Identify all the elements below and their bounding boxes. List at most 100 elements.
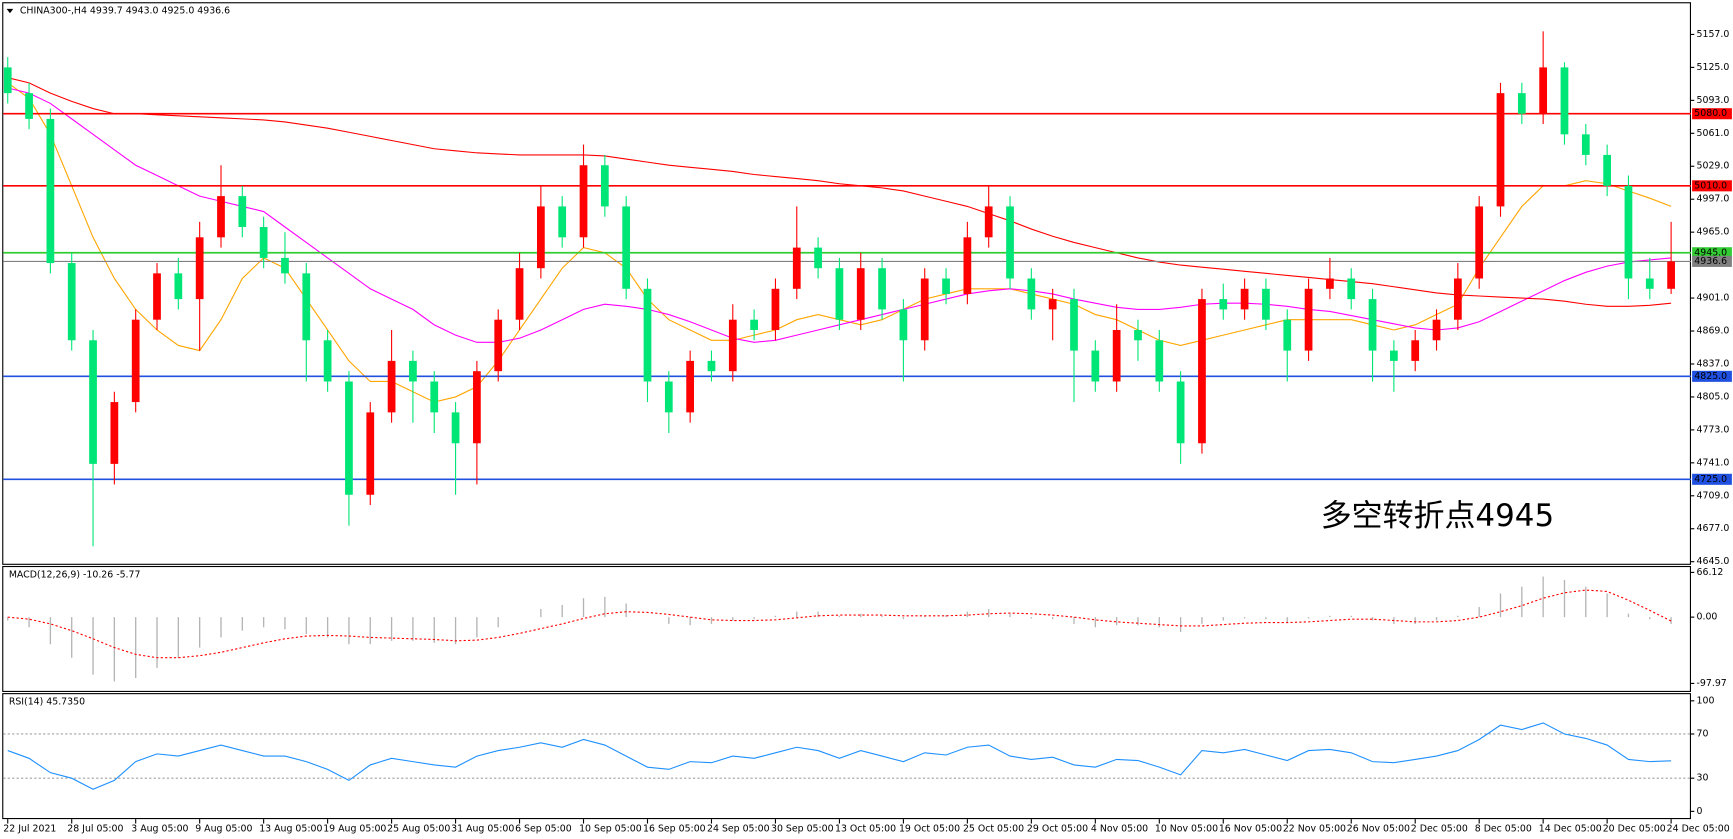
candle-body <box>1176 381 1185 444</box>
candle-body <box>323 340 332 382</box>
y-tick-label: 0 <box>1697 806 1703 817</box>
candle-body <box>1134 329 1142 341</box>
candle-body <box>1091 350 1100 382</box>
candle-body <box>1347 278 1356 300</box>
candle-body <box>217 196 225 238</box>
candle-body <box>1368 299 1377 351</box>
annotation: 多空转折点4945 <box>1321 498 1554 534</box>
candle-body <box>366 412 375 495</box>
candle-body <box>558 206 567 238</box>
candle-body <box>1411 340 1420 361</box>
level-line-label: 4825.0 <box>1694 371 1727 382</box>
candle-body <box>899 309 908 341</box>
candle-body <box>3 67 12 94</box>
candle-body <box>600 165 609 207</box>
candle-body <box>835 268 844 320</box>
y-tick-label: 4805.0 <box>1697 391 1730 402</box>
candle-body <box>1048 299 1057 310</box>
x-tick-label: 24 Sep 05:00 <box>707 824 770 835</box>
candle-body <box>1453 278 1462 320</box>
candle-body <box>409 360 417 382</box>
x-tick-label: 4 Nov 05:00 <box>1091 824 1148 835</box>
x-tick-label: 10 Sep 05:00 <box>579 824 642 835</box>
candle-body <box>1624 185 1633 279</box>
candle-body <box>1283 319 1292 351</box>
x-tick-label: 19 Oct 05:00 <box>899 824 960 835</box>
candle-body <box>1645 278 1654 289</box>
candle-body <box>302 273 311 341</box>
level-line-label: 4725.0 <box>1694 474 1727 485</box>
candle-body <box>281 257 289 274</box>
candle-body <box>686 360 695 413</box>
candle-body <box>1262 288 1270 320</box>
candle-body <box>984 206 993 238</box>
candle-body <box>1475 206 1484 279</box>
candle-body <box>1581 134 1590 155</box>
chart-title: CHINA300-,H4 4939.7 4943.0 4925.0 4936.6 <box>20 6 230 17</box>
candle-body <box>195 237 204 300</box>
y-tick-label: 4645.0 <box>1697 556 1730 567</box>
candle-body <box>920 278 929 341</box>
candle-body <box>515 268 524 320</box>
candle-body <box>814 247 822 269</box>
x-tick-label: 24 Dec 05:00 <box>1667 824 1730 835</box>
x-tick-label: 10 Nov 05:00 <box>1155 824 1218 835</box>
x-tick-label: 8 Dec 05:00 <box>1475 824 1532 835</box>
macd-signal <box>7 589 1672 659</box>
candle-body <box>792 247 801 289</box>
candle-body <box>1603 154 1611 186</box>
y-tick-label: 4997.0 <box>1697 194 1730 205</box>
candle-body <box>345 381 353 495</box>
moving-average <box>7 77 1672 307</box>
x-tick-label: 31 Aug 05:00 <box>451 824 514 835</box>
x-tick-label: 16 Nov 05:00 <box>1219 824 1282 835</box>
candle-body <box>1304 288 1313 351</box>
candle-body <box>1326 278 1334 289</box>
level-line-box <box>1692 473 1732 485</box>
x-tick-label: 19 Aug 05:00 <box>323 824 386 835</box>
level-line-label: 5080.0 <box>1694 108 1727 119</box>
level-line-box <box>1692 180 1732 192</box>
price-pane <box>2 2 1692 565</box>
y-tick-label: 4965.0 <box>1697 227 1730 238</box>
candle-body <box>1027 278 1036 310</box>
y-tick-label: 0.00 <box>1697 612 1718 623</box>
level-line-box <box>1692 108 1732 120</box>
candle-body <box>1539 67 1548 114</box>
x-tick-label: 2 Dec 05:00 <box>1411 824 1468 835</box>
candle-body <box>1006 206 1014 279</box>
y-tick-label: 30 <box>1697 773 1709 784</box>
x-tick-label: 16 Sep 05:00 <box>643 824 706 835</box>
candle-body <box>494 319 503 372</box>
candle-body <box>878 268 886 310</box>
candle-body <box>387 360 396 413</box>
x-tick-label: 28 Jul 05:00 <box>67 824 123 835</box>
x-tick-label: 22 Jul 2021 <box>3 824 56 835</box>
rsi-title: RSI(14) 45.7350 <box>9 696 85 707</box>
candle-body <box>707 360 716 372</box>
candle-body <box>664 381 673 413</box>
menu-arrow[interactable] <box>6 8 14 14</box>
candle-body <box>1112 329 1121 382</box>
x-tick-label: 26 Nov 05:00 <box>1347 824 1410 835</box>
candle-body <box>25 93 33 119</box>
level-line-label: 5010.0 <box>1694 180 1727 191</box>
y-tick-label: 66.12 <box>1697 567 1724 578</box>
candle-body <box>750 319 758 330</box>
level-line-box <box>1692 370 1732 382</box>
macd-title: MACD(12,26,9) -10.26 -5.77 <box>9 569 141 580</box>
x-tick-label: 6 Sep 05:00 <box>515 824 572 835</box>
rsi-line <box>7 722 1672 790</box>
candle-body <box>1667 261 1675 289</box>
macd-pane <box>2 565 1692 692</box>
candle-body <box>963 237 972 294</box>
y-tick-label: 4677.0 <box>1697 523 1730 534</box>
candle-body <box>579 165 588 238</box>
y-tick-label: 4901.0 <box>1697 293 1730 304</box>
candle-body <box>174 273 183 300</box>
candle-body <box>942 278 950 294</box>
candle-body <box>536 206 545 269</box>
